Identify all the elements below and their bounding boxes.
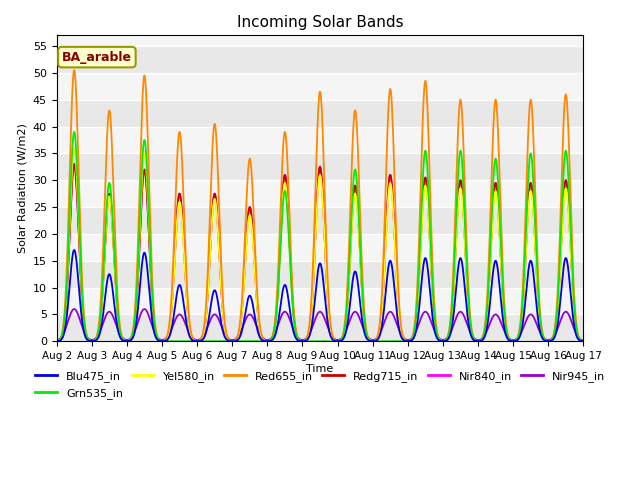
Bar	[56, 207, 584, 234]
Redg715_in	[255, 317, 262, 323]
Redg715_in	[529, 190, 536, 195]
Line: Grn535_in: Grn535_in	[56, 132, 584, 341]
Nir840_in	[531, 232, 539, 238]
Grn535_in	[116, 327, 124, 333]
Bar	[56, 46, 584, 73]
Nir840_in	[529, 190, 536, 195]
Y-axis label: Solar Radiation (W/m2): Solar Radiation (W/m2)	[17, 123, 28, 253]
Legend: Blu475_in, Grn535_in, Yel580_in, Red655_in, Redg715_in, Nir840_in, Nir945_in: Blu475_in, Grn535_in, Yel580_in, Red655_…	[30, 367, 610, 403]
X-axis label: Time: Time	[307, 364, 333, 374]
Blu475_in	[552, 332, 559, 337]
Redg715_in	[70, 161, 78, 167]
Bar	[56, 100, 584, 127]
Line: Redg715_in: Redg715_in	[56, 164, 584, 341]
Nir840_in	[383, 223, 390, 229]
Line: Nir945_in: Nir945_in	[56, 309, 584, 341]
Yel580_in	[383, 228, 390, 234]
Redg715_in	[552, 326, 559, 332]
Red655_in	[531, 177, 539, 182]
Redg715_in	[116, 327, 124, 333]
Red655_in	[255, 309, 262, 314]
Grn535_in	[255, 338, 262, 344]
Nir840_in	[52, 338, 60, 344]
Line: Blu475_in: Blu475_in	[56, 250, 584, 341]
Blu475_in	[255, 331, 262, 337]
Yel580_in	[531, 238, 539, 243]
Yel580_in	[70, 145, 78, 151]
Line: Red655_in: Red655_in	[56, 70, 584, 341]
Red655_in	[529, 112, 536, 118]
Bar	[56, 154, 584, 180]
Red655_in	[580, 338, 588, 344]
Nir840_in	[552, 326, 559, 332]
Redg715_in	[531, 232, 539, 238]
Blu475_in	[531, 285, 539, 290]
Blu475_in	[383, 283, 390, 288]
Blu475_in	[52, 338, 60, 344]
Grn535_in	[211, 338, 218, 344]
Grn535_in	[552, 323, 559, 328]
Redg715_in	[580, 338, 588, 344]
Blu475_in	[529, 263, 536, 269]
Yel580_in	[529, 197, 536, 203]
Nir945_in	[116, 331, 124, 336]
Bar	[56, 261, 584, 288]
Yel580_in	[255, 318, 262, 324]
Red655_in	[383, 164, 390, 169]
Blu475_in	[580, 338, 588, 344]
Yel580_in	[116, 328, 124, 334]
Red655_in	[116, 322, 124, 327]
Grn535_in	[529, 164, 536, 169]
Grn535_in	[52, 338, 60, 344]
Grn535_in	[531, 216, 539, 221]
Nir945_in	[70, 306, 78, 312]
Bar	[56, 288, 584, 314]
Nir840_in	[255, 317, 262, 323]
Nir945_in	[531, 317, 539, 323]
Blu475_in	[70, 247, 78, 253]
Yel580_in	[552, 326, 559, 332]
Nir840_in	[116, 327, 124, 333]
Nir945_in	[552, 331, 559, 336]
Grn535_in	[580, 338, 588, 344]
Red655_in	[52, 338, 60, 344]
Redg715_in	[383, 223, 390, 229]
Grn535_in	[70, 129, 78, 135]
Nir945_in	[529, 312, 536, 318]
Yel580_in	[52, 338, 60, 344]
Nir945_in	[255, 328, 262, 334]
Nir945_in	[580, 338, 588, 344]
Nir840_in	[70, 161, 78, 167]
Title: Incoming Solar Bands: Incoming Solar Bands	[237, 15, 403, 30]
Bar	[56, 73, 584, 100]
Bar	[56, 314, 584, 341]
Red655_in	[70, 67, 78, 73]
Nir945_in	[52, 338, 60, 344]
Text: BA_arable: BA_arable	[62, 50, 132, 64]
Line: Yel580_in: Yel580_in	[56, 148, 584, 341]
Line: Nir840_in: Nir840_in	[56, 164, 584, 341]
Blu475_in	[116, 334, 124, 339]
Nir945_in	[383, 314, 390, 320]
Nir840_in	[580, 338, 588, 344]
Bar	[56, 180, 584, 207]
Yel580_in	[580, 338, 588, 344]
Redg715_in	[52, 338, 60, 344]
Grn535_in	[383, 338, 390, 344]
Red655_in	[552, 319, 559, 325]
Bar	[56, 127, 584, 154]
Bar	[56, 234, 584, 261]
